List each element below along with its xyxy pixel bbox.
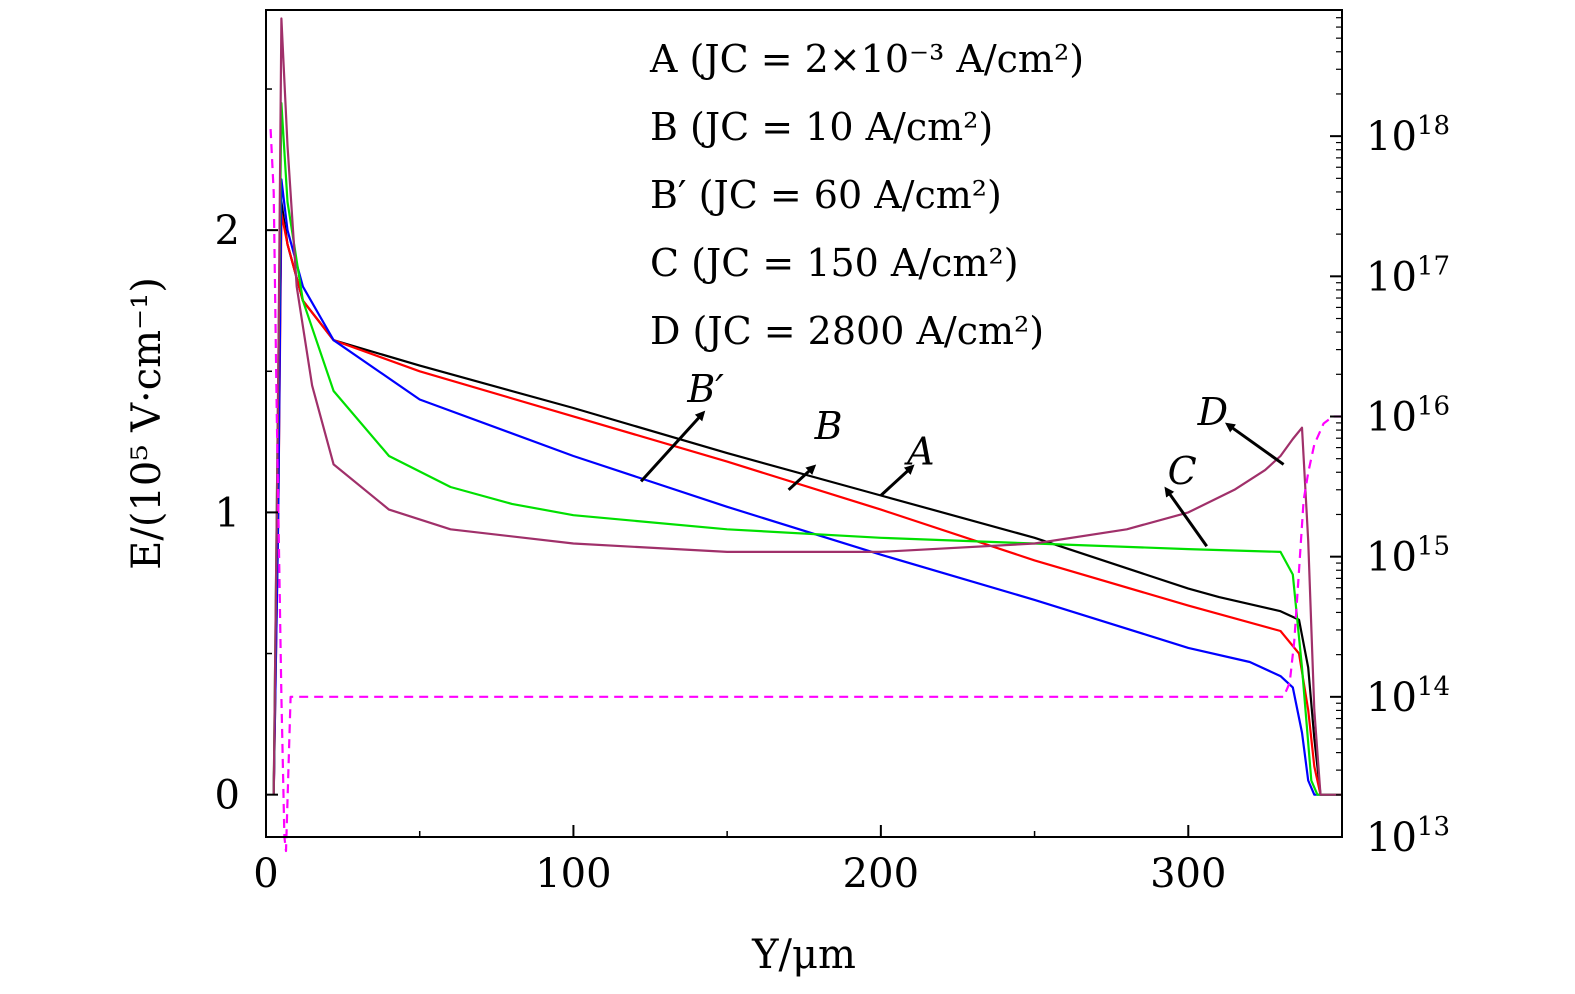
y-tick-label: 0 — [215, 773, 240, 819]
y2-tick-label: 1015 — [1366, 532, 1450, 581]
annotation-label: B — [814, 404, 843, 448]
y2-tick-label: 1017 — [1366, 251, 1450, 300]
x-tick-label: 100 — [535, 851, 611, 897]
series-line-B — [272, 212, 1342, 796]
series-line-C — [272, 101, 1342, 796]
annotation-arrow — [1224, 422, 1285, 466]
annotation-label: C — [1168, 449, 1197, 493]
legend-entry: A (JC = 2×10⁻³ A/cm²) — [649, 37, 1084, 81]
annotation-label: D — [1197, 390, 1228, 434]
y2-tick-label: 1016 — [1366, 391, 1450, 440]
x-tick-label: 200 — [843, 851, 919, 897]
legend-entry: D (JC = 2800 A/cm²) — [650, 309, 1044, 353]
series-group — [269, 17, 1342, 853]
legend-entry: B (JC = 10 A/cm²) — [650, 105, 993, 149]
x-tick-label: 300 — [1150, 851, 1226, 897]
annotation-group: B′ B A CD — [639, 367, 1285, 548]
series-line-A — [272, 200, 1342, 796]
y-tick-label: 1 — [215, 490, 240, 536]
annotation-arrow — [787, 464, 817, 491]
x-tick-label: 0 — [253, 851, 278, 897]
annotation-arrow — [879, 464, 915, 497]
legend: A (JC = 2×10⁻³ A/cm²) B (JC = 10 A/cm²) B′… — [649, 37, 1084, 353]
legend-entry: B′ (JC = 60 A/cm²) — [650, 173, 1002, 217]
y2-tick-label: 1018 — [1366, 111, 1450, 160]
series-line-B-prime — [272, 178, 1342, 796]
annotation-label: A — [904, 429, 934, 473]
y2-tick-label: 1013 — [1366, 812, 1450, 861]
annotation-arrow — [639, 410, 706, 483]
legend-entry: C (JC = 150 A/cm²) — [650, 241, 1019, 285]
y-tick-label: 2 — [215, 208, 240, 254]
series-line-dashed-right-axis — [269, 129, 1342, 853]
x-axis-label: Y/μm — [751, 932, 856, 978]
y-axis-label: E/(10⁵ V·cm⁻¹) — [124, 277, 170, 570]
annotation-arrow — [1164, 486, 1208, 548]
y2-tick-label: 1014 — [1366, 672, 1450, 721]
annotation-label: B′ — [686, 367, 724, 411]
series-line-D — [272, 17, 1342, 796]
axes: 0 100 200 300 0 1 2 1013 1014 1015 1016 1017 1018 Y/μ… — [124, 9, 1450, 978]
